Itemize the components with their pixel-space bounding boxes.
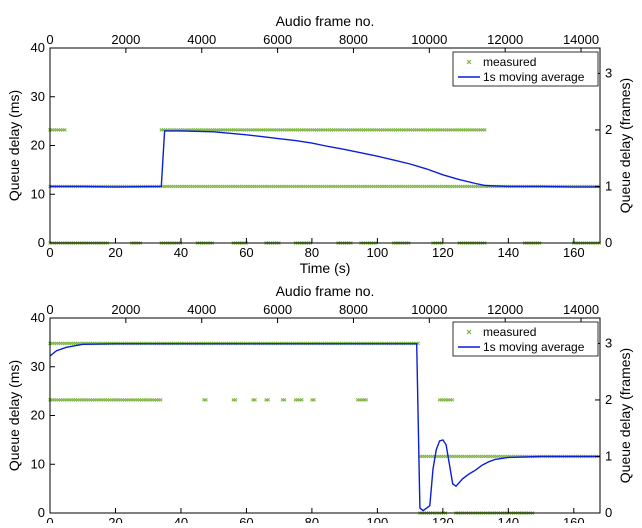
measured-point <box>482 128 487 132</box>
x-tick-label: 60 <box>239 245 253 260</box>
x2-tick-label: 2000 <box>111 302 140 317</box>
y-tick-label: 20 <box>31 138 45 153</box>
x-tick-label: 0 <box>46 515 53 523</box>
x-tick-label: 80 <box>305 245 319 260</box>
measured-point <box>253 398 257 402</box>
y2-tick-label: 2 <box>605 122 612 137</box>
measured-point <box>364 398 369 402</box>
x-tick-label: 40 <box>174 515 188 523</box>
x2-tick-label: 14000 <box>563 302 599 317</box>
x2-tick-label: 0 <box>46 302 53 317</box>
y2-tick-label: 0 <box>605 235 612 250</box>
legend-measured-marker <box>466 59 472 65</box>
x2-tick-label: 10000 <box>411 302 447 317</box>
measured-point <box>204 398 208 402</box>
x2-tick-label: 6000 <box>263 32 292 47</box>
y-tick-label: 0 <box>38 505 45 520</box>
measured-point <box>233 398 238 402</box>
y2-tick-label: 2 <box>605 392 612 407</box>
legend-average-label: 1s moving average <box>483 70 585 84</box>
y2-tick-label: 1 <box>605 448 612 463</box>
y2-tick-label: 1 <box>605 178 612 193</box>
x-axis-label: Time (s) <box>300 260 351 276</box>
moving-average-line <box>49 343 600 512</box>
y-tick-label: 30 <box>31 359 45 374</box>
x2-tick-label: 2000 <box>111 32 140 47</box>
legend-measured-label: measured <box>483 55 536 69</box>
y2-tick-label: 3 <box>605 65 612 80</box>
x-tick-label: 140 <box>497 515 519 523</box>
x2-tick-label: 0 <box>46 32 53 47</box>
y-tick-label: 10 <box>31 456 45 471</box>
x-tick-label: 80 <box>305 515 319 523</box>
legend-average-label: 1s moving average <box>483 340 585 354</box>
y-axis-label: Queue delay (ms) <box>6 90 22 201</box>
y2-axis-label: Queue delay (frames) <box>617 78 633 213</box>
y-axis-label: Queue delay (ms) <box>6 360 22 471</box>
x-tick-label: 40 <box>174 245 188 260</box>
y-tick-label: 40 <box>31 310 45 325</box>
measured-point <box>63 128 67 132</box>
x-tick-label: 120 <box>432 245 454 260</box>
measured-point <box>450 398 455 402</box>
panel-2 <box>48 317 601 515</box>
y2-tick-label: 0 <box>605 505 612 520</box>
moving-average-line <box>50 130 600 188</box>
x-tick-label: 20 <box>108 245 122 260</box>
y2-tick-label: 3 <box>605 335 612 350</box>
y-tick-label: 20 <box>31 408 45 423</box>
y-tick-label: 10 <box>31 186 45 201</box>
x-tick-label: 160 <box>563 515 585 523</box>
y2-axis-label: Queue delay (frames) <box>617 348 633 483</box>
x2-tick-label: 4000 <box>187 302 216 317</box>
measured-point <box>300 398 304 402</box>
x-tick-label: 160 <box>563 245 585 260</box>
x2-tick-label: 8000 <box>339 32 368 47</box>
x-tick-label: 20 <box>108 515 122 523</box>
x2-axis-label: Audio frame no. <box>276 13 375 29</box>
x-tick-label: 0 <box>46 245 53 260</box>
x2-tick-label: 12000 <box>487 302 523 317</box>
x2-tick-label: 8000 <box>339 302 368 317</box>
x2-tick-label: 6000 <box>263 302 292 317</box>
x-tick-label: 60 <box>239 515 253 523</box>
x2-tick-label: 10000 <box>411 32 447 47</box>
measured-point <box>282 398 287 402</box>
legend-measured-marker <box>466 329 472 335</box>
legend-box <box>452 51 599 87</box>
panel-1 <box>48 47 602 245</box>
x-tick-label: 120 <box>432 515 454 523</box>
measured-point <box>158 398 163 402</box>
x-tick-label: 140 <box>497 245 519 260</box>
y-tick-label: 30 <box>31 89 45 104</box>
legend-measured-label: measured <box>483 325 536 339</box>
x2-axis-label: Audio frame no. <box>276 283 375 299</box>
y-tick-label: 40 <box>31 40 45 55</box>
x2-tick-label: 12000 <box>487 32 523 47</box>
x2-tick-label: 14000 <box>563 32 599 47</box>
measured-point <box>312 398 316 402</box>
x-tick-label: 100 <box>367 245 389 260</box>
legend-box <box>452 321 599 357</box>
y-tick-label: 0 <box>38 235 45 250</box>
x2-tick-label: 4000 <box>187 32 216 47</box>
measured-series <box>48 341 601 515</box>
x-tick-label: 100 <box>367 515 389 523</box>
measured-point <box>266 398 271 402</box>
